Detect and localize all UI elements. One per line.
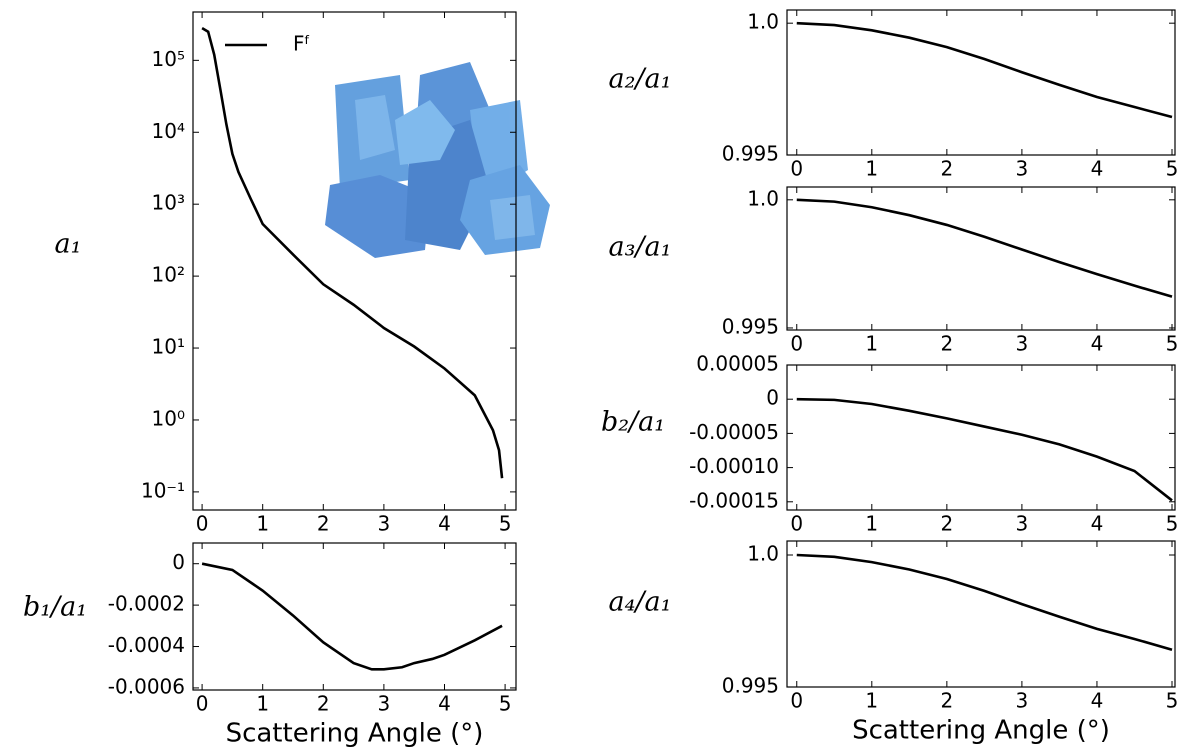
data-line <box>201 562 503 671</box>
x-tick-label: 0 <box>790 689 803 713</box>
y-tick-label: -0.00010 <box>689 454 779 478</box>
x-tick-label: 5 <box>1166 332 1179 356</box>
x-tick-label: 4 <box>1091 512 1104 536</box>
y-tick-label: -0.0004 <box>108 633 185 657</box>
y-tick-label: 10⁻¹ <box>141 478 185 502</box>
y-axis-label: a₂/a₁ <box>609 64 672 95</box>
y-axis-label: a₄/a₁ <box>609 587 672 618</box>
x-tick-label: 1 <box>865 512 878 536</box>
y-tick-label: 1.0 <box>747 10 779 34</box>
x-tick-label: 0 <box>196 692 209 716</box>
x-tick-label: 1 <box>256 692 269 716</box>
y-tick-label: 10⁴ <box>152 119 185 143</box>
y-tick-label: -0.0002 <box>108 592 185 616</box>
x-tick-label: 3 <box>1016 512 1029 536</box>
panel: 0 1 2 3 4 5 10⁵ 10⁴ 10³ 10² 10¹ 10⁰ 10⁻¹ a₁ Fᶠ <box>55 11 517 536</box>
x-tick-label: 2 <box>317 512 330 536</box>
x-axis-label: Scattering Angle (°) <box>226 719 484 749</box>
x-tick-label: 5 <box>1166 512 1179 536</box>
x-tick-label: 5 <box>499 692 512 716</box>
x-tick-label: 0 <box>790 512 803 536</box>
y-tick-label: -0.00015 <box>689 488 779 512</box>
y-tick-label: 10³ <box>152 191 185 215</box>
data-line <box>796 198 1173 298</box>
x-tick-label: 5 <box>1166 689 1179 713</box>
y-axis-label: a₁ <box>55 229 82 260</box>
panel: 0 1 2 3 4 5 0.00005 0 -0.00005 -0.00010 -0.00015 b₂… <box>601 352 1178 536</box>
x-tick-label: 4 <box>1091 689 1104 713</box>
x-tick-label: 4 <box>438 512 451 536</box>
x-tick-label: 1 <box>865 332 878 356</box>
data-line <box>796 21 1173 119</box>
y-tick-label: 0.995 <box>722 142 779 166</box>
y-tick-label: 0 <box>766 386 779 410</box>
panel: 0 1 2 3 4 5 1.0 0.995 a₄/a₁ Scattering Angle (°) <box>609 540 1179 746</box>
y-tick-label: 0.995 <box>722 314 779 338</box>
y-tick-label: 0 <box>172 550 185 574</box>
y-tick-label: 10⁰ <box>152 406 185 430</box>
x-tick-label: 4 <box>1091 157 1104 181</box>
crystal-illustration <box>325 62 550 258</box>
y-tick-label: 10⁵ <box>152 47 185 71</box>
x-tick-label: 3 <box>1016 157 1029 181</box>
x-tick-label: 3 <box>1016 689 1029 713</box>
x-tick-label: 2 <box>940 689 953 713</box>
data-line <box>796 397 1173 502</box>
x-tick-label: 4 <box>1091 332 1104 356</box>
plot-frame <box>786 9 1176 156</box>
x-tick-label: 5 <box>1166 157 1179 181</box>
y-tick-label: 10² <box>152 263 185 287</box>
x-tick-label: 1 <box>865 157 878 181</box>
panel: 0 1 2 3 4 5 1.0 0.995 a₃/a₁ <box>609 186 1179 355</box>
legend-label: Fᶠ <box>293 32 310 56</box>
plot-frame <box>192 11 517 511</box>
plot-frame <box>192 542 517 691</box>
x-tick-label: 0 <box>196 512 209 536</box>
plot-frame <box>786 540 1176 688</box>
y-tick-label: -0.0006 <box>108 674 185 698</box>
x-tick-label: 1 <box>256 512 269 536</box>
y-tick-label: 0.995 <box>722 674 779 698</box>
x-tick-label: 2 <box>317 692 330 716</box>
plot-frame <box>786 186 1176 331</box>
y-tick-label: -0.00005 <box>689 420 779 444</box>
x-tick-label: 2 <box>940 332 953 356</box>
x-tick-label: 1 <box>865 689 878 713</box>
y-axis-label: a₃/a₁ <box>609 232 672 263</box>
x-tick-label: 2 <box>940 512 953 536</box>
plot-frame <box>786 364 1176 511</box>
y-tick-label: 1.0 <box>747 541 779 565</box>
x-tick-label: 3 <box>378 692 391 716</box>
x-tick-label: 0 <box>790 332 803 356</box>
y-tick-label: 0.00005 <box>696 352 779 376</box>
x-tick-label: 0 <box>790 157 803 181</box>
x-tick-label: 3 <box>1016 332 1029 356</box>
data-line <box>796 553 1173 652</box>
y-tick-label: 1.0 <box>747 186 779 210</box>
x-tick-label: 3 <box>378 512 391 536</box>
panel: 0 1 2 3 4 5 0 -0.0002 -0.0004 -0.0006 b₁/a₁ Scatter… <box>23 542 517 749</box>
x-tick-label: 4 <box>438 692 451 716</box>
y-tick-label: 10¹ <box>152 335 185 359</box>
y-axis-label: b₁/a₁ <box>23 592 87 623</box>
x-tick-label: 5 <box>499 512 512 536</box>
y-axis-label: b₂/a₁ <box>601 407 665 438</box>
x-axis-label: Scattering Angle (°) <box>852 716 1110 746</box>
data-line <box>201 27 504 479</box>
panel: 0 1 2 3 4 5 1.0 0.995 a₂/a₁ <box>609 9 1179 181</box>
x-tick-label: 2 <box>940 157 953 181</box>
